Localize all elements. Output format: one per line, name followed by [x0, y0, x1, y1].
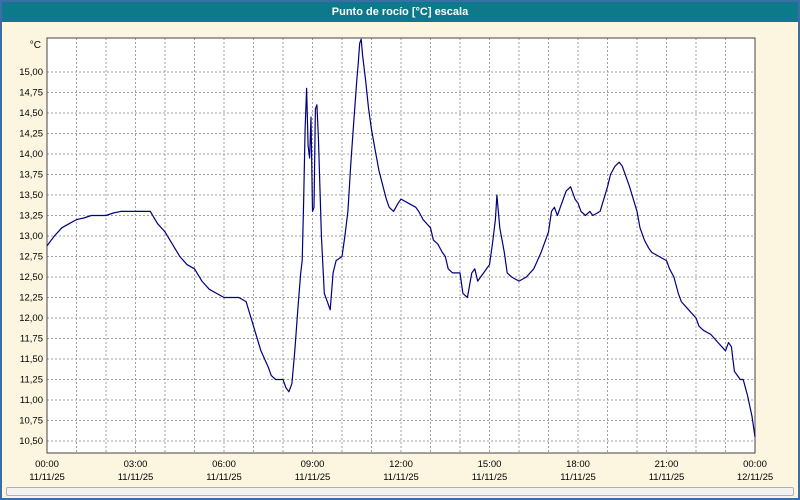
svg-text:11,25: 11,25 — [20, 375, 43, 386]
svg-text:11/11/25: 11/11/25 — [29, 472, 65, 483]
svg-text:10,75: 10,75 — [19, 416, 43, 427]
svg-text:14,50: 14,50 — [19, 108, 43, 119]
svg-text:11,50: 11,50 — [20, 354, 43, 365]
svg-text:°C: °C — [30, 40, 41, 51]
svg-text:12,75: 12,75 — [19, 252, 43, 263]
svg-text:21:00: 21:00 — [655, 459, 679, 470]
svg-text:12,50: 12,50 — [19, 272, 43, 283]
svg-text:13,75: 13,75 — [19, 170, 43, 181]
svg-text:15:00: 15:00 — [478, 459, 502, 470]
svg-text:03:00: 03:00 — [124, 459, 148, 470]
svg-text:00:00: 00:00 — [743, 459, 767, 470]
horizontal-scrollbar[interactable] — [6, 486, 794, 496]
svg-text:00:00: 00:00 — [35, 459, 59, 470]
svg-text:10,50: 10,50 — [19, 436, 43, 447]
svg-text:18:00: 18:00 — [566, 459, 590, 470]
svg-text:06:00: 06:00 — [212, 459, 236, 470]
chart-area: 15,00 14,75 14,50 14,25 14,00 13,75 13,50 13,25… — [2, 22, 798, 484]
window-titlebar: Punto de rocío [°C] escala — [2, 2, 798, 22]
svg-text:11/11/25: 11/11/25 — [560, 472, 596, 483]
svg-text:12,00: 12,00 — [19, 313, 43, 324]
svg-text:13,25: 13,25 — [19, 211, 43, 222]
window-title: Punto de rocío [°C] escala — [331, 6, 469, 18]
svg-text:11/11/25: 11/11/25 — [206, 472, 242, 483]
svg-text:12/11/25: 12/11/25 — [737, 472, 773, 483]
svg-text:13,00: 13,00 — [19, 231, 43, 242]
svg-text:09:00: 09:00 — [301, 459, 325, 470]
svg-text:11,75: 11,75 — [20, 334, 43, 345]
svg-text:11/11/25: 11/11/25 — [295, 472, 331, 483]
svg-text:11/11/25: 11/11/25 — [118, 472, 154, 483]
svg-text:11,00: 11,00 — [20, 395, 43, 406]
svg-text:11/11/25: 11/11/25 — [472, 472, 508, 483]
svg-text:14,25: 14,25 — [19, 129, 43, 140]
dewpoint-line-chart: 15,00 14,75 14,50 14,25 14,00 13,75 13,50 13,25… — [19, 37, 773, 483]
svg-text:11/11/25: 11/11/25 — [649, 472, 685, 483]
svg-text:14,00: 14,00 — [19, 149, 43, 160]
svg-text:14,75: 14,75 — [19, 88, 43, 99]
svg-text:12,25: 12,25 — [19, 293, 43, 304]
svg-text:11/11/25: 11/11/25 — [383, 472, 419, 483]
bottom-bar — [2, 484, 798, 498]
svg-text:12:00: 12:00 — [389, 459, 413, 470]
svg-text:13,50: 13,50 — [19, 190, 43, 201]
svg-text:15,00: 15,00 — [19, 67, 43, 78]
